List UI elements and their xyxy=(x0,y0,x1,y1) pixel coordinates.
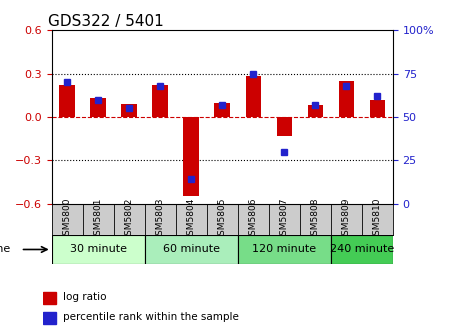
Bar xyxy=(370,99,385,117)
Text: GDS322 / 5401: GDS322 / 5401 xyxy=(48,14,164,29)
Text: GSM5806: GSM5806 xyxy=(249,198,258,241)
Text: GSM5810: GSM5810 xyxy=(373,198,382,241)
Text: GSM5802: GSM5802 xyxy=(125,198,134,241)
Bar xyxy=(184,117,199,197)
Bar xyxy=(153,85,168,117)
Bar xyxy=(145,235,238,264)
Bar xyxy=(52,235,145,264)
Text: GSM5803: GSM5803 xyxy=(156,198,165,241)
Text: GSM5800: GSM5800 xyxy=(63,198,72,241)
Bar xyxy=(43,312,56,324)
Text: GSM5808: GSM5808 xyxy=(311,198,320,241)
Text: GSM5804: GSM5804 xyxy=(187,198,196,241)
Bar xyxy=(59,85,75,117)
Text: GSM5809: GSM5809 xyxy=(342,198,351,241)
Text: 120 minute: 120 minute xyxy=(252,245,317,254)
Bar xyxy=(339,81,354,117)
Text: log ratio: log ratio xyxy=(63,292,106,302)
Bar xyxy=(331,235,393,264)
Text: 240 minute: 240 minute xyxy=(330,245,394,254)
Text: GSM5801: GSM5801 xyxy=(94,198,103,241)
Bar xyxy=(90,98,106,117)
Text: time: time xyxy=(0,245,11,254)
Bar xyxy=(308,106,323,117)
Bar xyxy=(277,117,292,136)
Text: GSM5807: GSM5807 xyxy=(280,198,289,241)
Text: 60 minute: 60 minute xyxy=(163,245,220,254)
Bar xyxy=(43,292,56,304)
Bar xyxy=(246,77,261,117)
Text: GSM5805: GSM5805 xyxy=(218,198,227,241)
Bar xyxy=(215,102,230,117)
Bar xyxy=(121,104,137,117)
Bar xyxy=(238,235,331,264)
Text: 30 minute: 30 minute xyxy=(70,245,127,254)
Text: percentile rank within the sample: percentile rank within the sample xyxy=(63,312,239,322)
